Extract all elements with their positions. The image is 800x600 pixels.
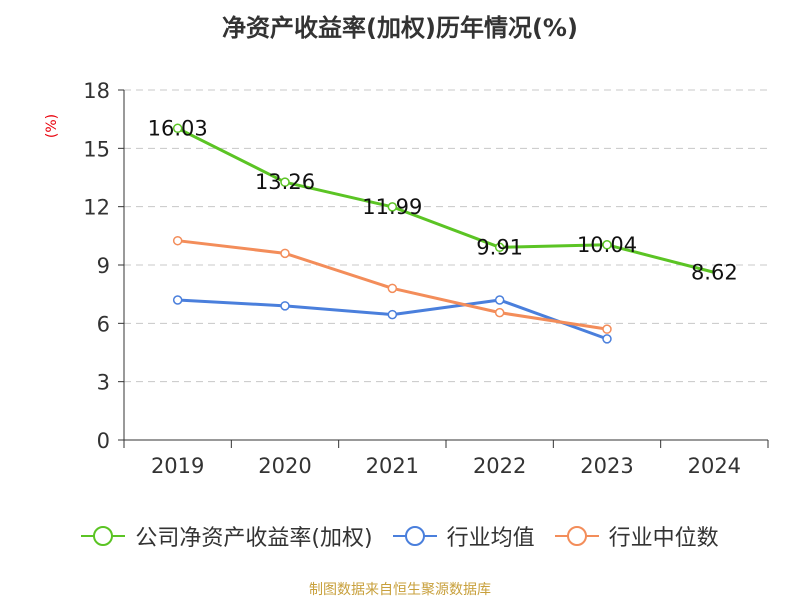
y-tick-label: 9 bbox=[97, 254, 110, 278]
series-line bbox=[176, 126, 715, 274]
legend-line-circle-icon bbox=[392, 526, 437, 546]
data-point bbox=[172, 235, 183, 246]
y-tick-label: 6 bbox=[97, 312, 110, 336]
y-tick-label: 3 bbox=[97, 371, 110, 395]
data-point bbox=[387, 283, 398, 294]
data-point bbox=[387, 202, 398, 212]
data-label: 9.91 bbox=[476, 235, 523, 259]
series-lines bbox=[172, 123, 715, 344]
axes: 0 3 6 9 12 15 18 2019 2020 2021 2022 2023 2024 bbox=[83, 79, 769, 478]
x-tick-label: 2019 bbox=[151, 454, 204, 478]
data-point bbox=[172, 123, 183, 134]
data-point bbox=[494, 242, 505, 253]
y-tick-label: 0 bbox=[97, 429, 110, 453]
data-point bbox=[602, 334, 612, 344]
data-labels: 16.03 13.26 11.99 9.91 10.04 8.62 bbox=[148, 116, 738, 284]
source-note: 制图数据来自恒生聚源数据库 bbox=[309, 582, 491, 598]
legend-label: 行业均值 bbox=[446, 526, 535, 551]
legend-item: 行业均值 bbox=[392, 520, 535, 552]
chart-title: 净资产收益率(加权)历年情况(%) bbox=[222, 14, 578, 42]
legend-label: 行业中位数 bbox=[608, 526, 719, 551]
y-tick-label: 15 bbox=[83, 137, 110, 161]
legend-item: 公司净资产收益率(加权) bbox=[81, 520, 373, 552]
data-label: 10.04 bbox=[577, 233, 637, 257]
data-label: 11.99 bbox=[362, 195, 422, 219]
data-point bbox=[494, 307, 505, 318]
data-label: 16.03 bbox=[148, 116, 208, 140]
x-tick-label: 2022 bbox=[473, 454, 526, 478]
data-point bbox=[280, 248, 290, 259]
y-tick-label: 18 bbox=[83, 79, 110, 103]
data-point bbox=[602, 240, 612, 250]
x-tick-label: 2023 bbox=[580, 454, 633, 478]
legend-line-circle-icon bbox=[554, 526, 599, 546]
y-tick-label: 12 bbox=[83, 196, 110, 220]
data-point bbox=[494, 295, 505, 305]
grid-lines bbox=[124, 89, 768, 383]
x-tick-label: 2024 bbox=[688, 454, 741, 478]
x-tick-label: 2021 bbox=[366, 454, 419, 478]
data-label: 8.62 bbox=[691, 260, 738, 284]
data-point bbox=[280, 177, 290, 187]
legend-item: 行业中位数 bbox=[554, 520, 719, 552]
legend-line-circle-icon bbox=[81, 526, 126, 546]
data-point bbox=[172, 295, 183, 305]
legend-label: 公司净资产收益率(加权) bbox=[135, 526, 373, 551]
data-point bbox=[602, 324, 612, 334]
x-tick-label: 2020 bbox=[258, 454, 311, 478]
data-point bbox=[387, 309, 398, 320]
legend: 公司净资产收益率(加权) 行业均值 行业中位数 bbox=[0, 520, 800, 552]
data-label: 13.26 bbox=[255, 170, 315, 194]
data-point bbox=[280, 301, 290, 311]
